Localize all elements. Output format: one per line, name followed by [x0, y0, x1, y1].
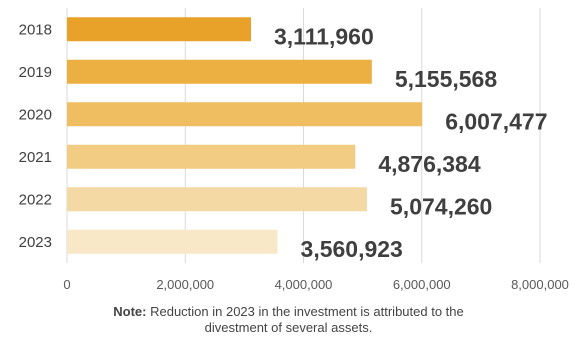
x-tick-labels: 0 2,000,000 4,000,000 6,000,000 8,000,000 [63, 277, 569, 292]
bar-2021 [67, 144, 356, 169]
x-tick-label-1: 2,000,000 [156, 277, 214, 292]
chart-note: Note: Reduction in 2023 in the investmen… [0, 304, 577, 336]
x-tick-label-3: 6,000,000 [393, 277, 451, 292]
note-label: Note: [113, 304, 147, 319]
note-text-2: divestment of several assets. [204, 320, 373, 335]
x-tick-label-0: 0 [63, 277, 70, 292]
bar-2018 [67, 17, 251, 42]
category-label-2023: 2023 [19, 234, 52, 251]
category-labels: 2018 2019 2020 2021 2022 2023 [19, 21, 52, 251]
x-tick-label-4: 8,000,000 [511, 277, 569, 292]
data-label-2021: 4,876,384 [378, 151, 481, 177]
bar-2023 [67, 229, 278, 254]
data-labels: 3,111,960 5,155,568 6,007,477 4,876,384 5,07… [274, 23, 548, 262]
x-tick-label-2: 4,000,000 [275, 277, 333, 292]
category-label-2020: 2020 [19, 106, 52, 123]
category-label-2021: 2021 [19, 149, 52, 166]
category-label-2019: 2019 [19, 64, 52, 81]
data-label-2022: 5,074,260 [390, 193, 492, 219]
bars [67, 17, 423, 254]
note-line-1: Note: Reduction in 2023 in the investmen… [0, 304, 577, 320]
bar-2022 [67, 187, 368, 212]
note-text-1: Reduction in 2023 in the investment is a… [150, 304, 464, 319]
bar-2019 [67, 59, 372, 84]
category-label-2022: 2022 [19, 191, 52, 208]
data-label-2020: 6,007,477 [445, 108, 547, 134]
bar-chart: 2018 2019 2020 2021 2022 2023 3,111,960 5,155,… [19, 8, 569, 292]
data-label-2019: 5,155,568 [395, 66, 498, 92]
grid-lines [66, 8, 541, 263]
category-label-2018: 2018 [19, 21, 52, 38]
data-label-2023: 3,560,923 [301, 236, 403, 262]
bar-2020 [67, 102, 423, 127]
data-label-2018: 3,111,960 [274, 23, 374, 49]
